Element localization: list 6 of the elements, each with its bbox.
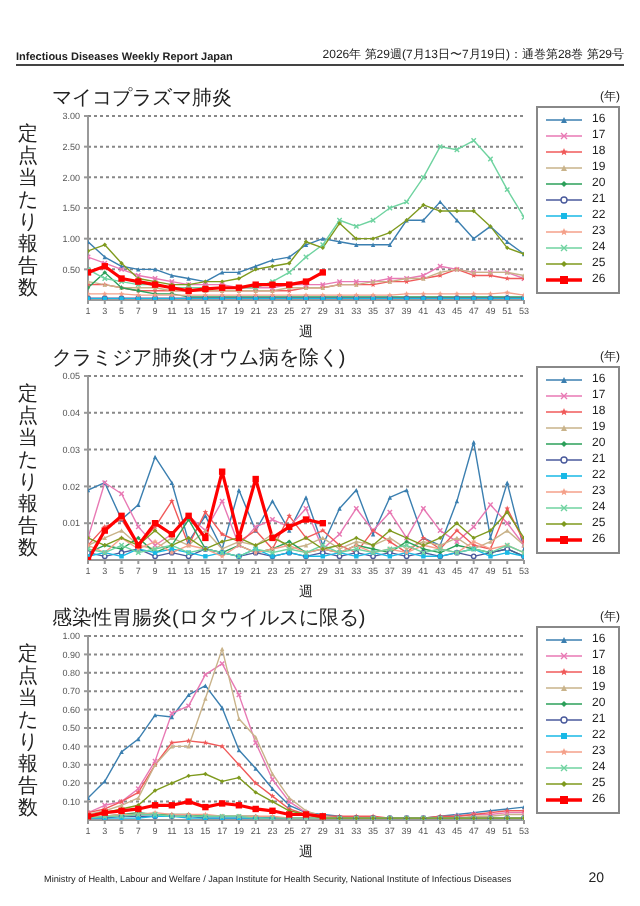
y-axis-title: 定点当たり報告数	[16, 644, 40, 820]
chart-title: マイコプラズマ肺炎	[52, 85, 232, 112]
chart-title: クラミジア肺炎(オウム病を除く)	[52, 345, 346, 372]
y-axis-title: 定点当たり報告数	[16, 124, 40, 300]
y-axis-title: 定点当たり報告数	[16, 384, 40, 560]
chart-title: 感染性胃腸炎(ロタウイルスに限る)	[52, 605, 366, 632]
